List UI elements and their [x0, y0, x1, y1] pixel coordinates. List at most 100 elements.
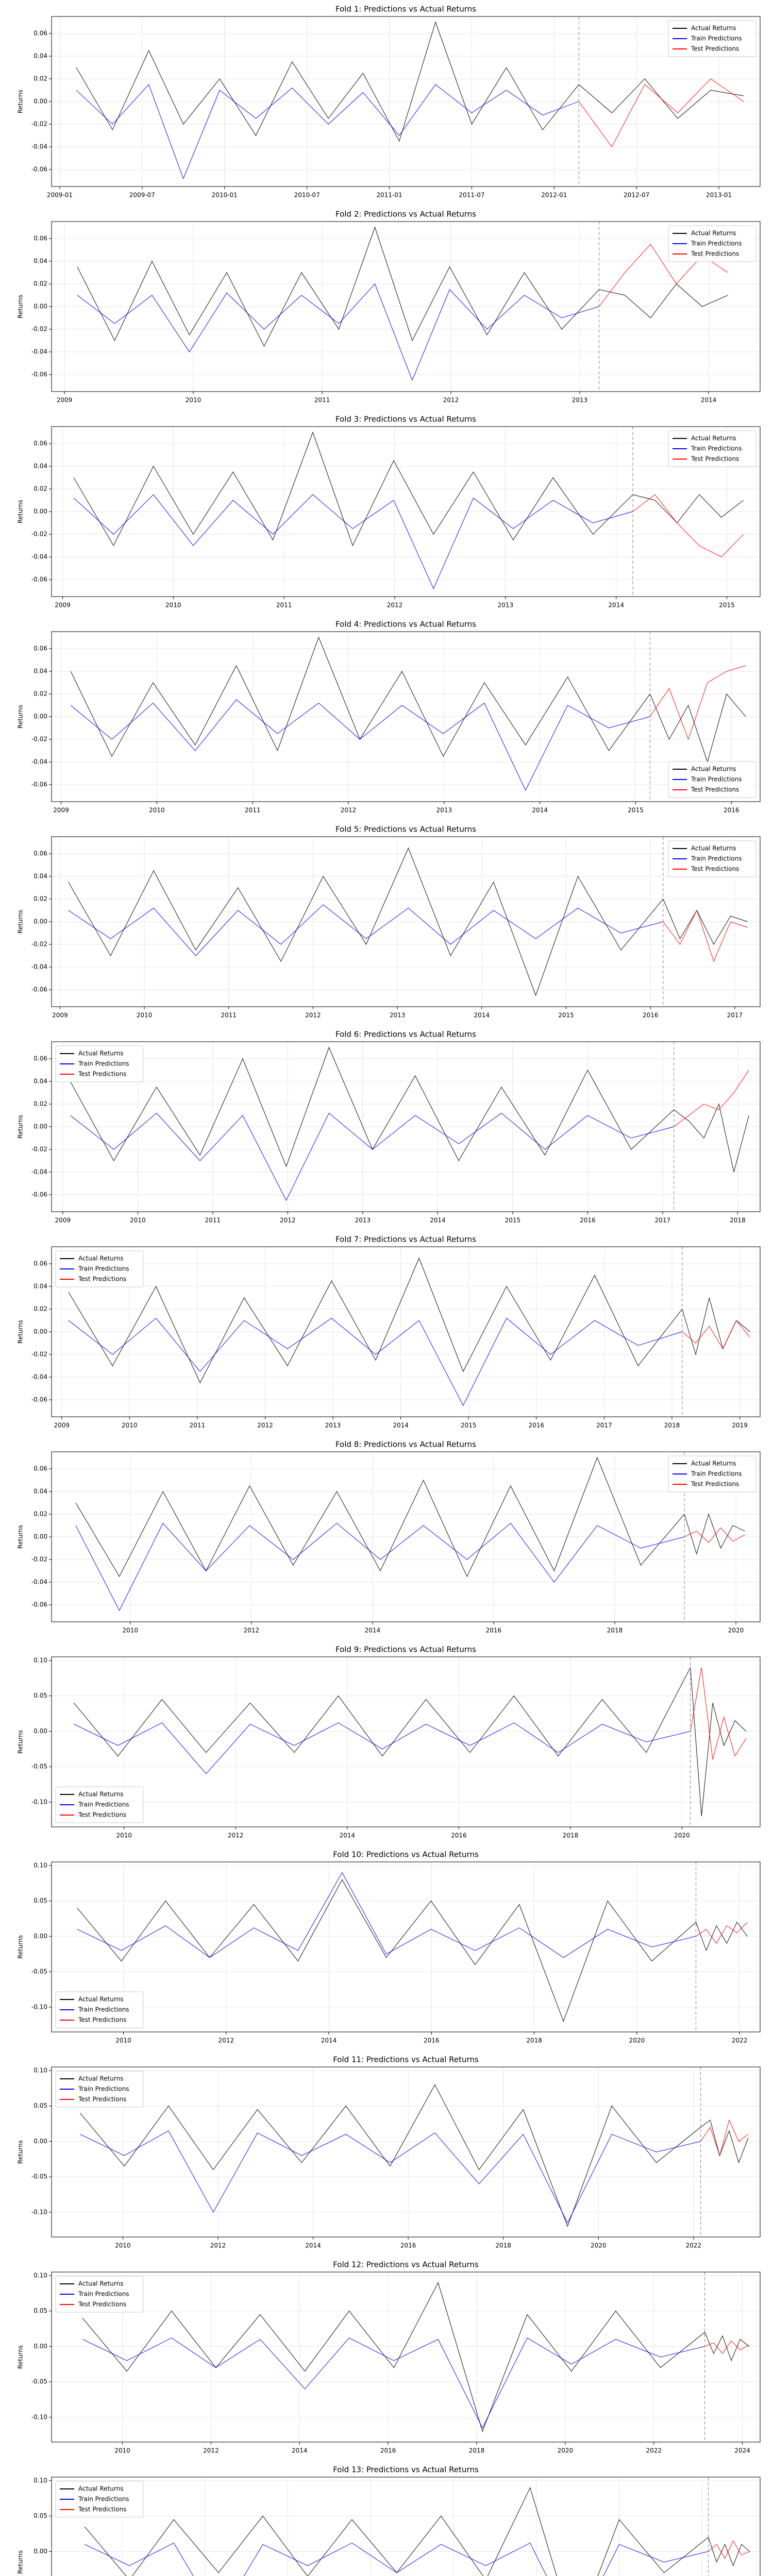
y-axis-label: Returns: [17, 1935, 24, 1959]
x-tick-label: 2009-07: [129, 192, 155, 199]
legend-label: Test Predictions: [78, 2016, 126, 2024]
axes-frame: [51, 221, 761, 392]
x-tick-label: 2018: [495, 2242, 511, 2249]
series-line: [578, 78, 744, 148]
x-tick-label: 2015: [558, 1012, 574, 1019]
x-tick-label: 2017: [655, 1217, 671, 1224]
legend-box: [55, 1786, 144, 1823]
legend-box: [668, 20, 757, 57]
y-tick-label: 0.02: [33, 1511, 47, 1518]
chart-title: Fold 7: Predictions vs Actual Returns: [335, 1235, 476, 1244]
y-tick-label: 0.00: [33, 1123, 47, 1130]
y-tick-label: 0.00: [33, 1533, 47, 1540]
series-line: [85, 2543, 709, 2576]
x-tick-label: 2012: [443, 397, 459, 404]
x-tick-label: 2014: [305, 2242, 321, 2249]
y-axis-label: Returns: [17, 1320, 24, 1344]
y-tick-label: 0.02: [33, 1100, 47, 1108]
legend-label: Actual Returns: [78, 1791, 123, 1798]
y-tick-label: 0.10: [33, 1656, 47, 1664]
y-tick-label: -0.10: [31, 2003, 47, 2010]
x-tick-label: 2010: [123, 1627, 139, 1634]
x-tick-label: 2011: [245, 807, 261, 814]
x-tick-label: 2020: [674, 1832, 690, 1839]
x-tick-label: 2017: [727, 1012, 743, 1019]
x-tick-label: 2018: [730, 1217, 746, 1224]
y-tick-label: 0.00: [33, 713, 47, 720]
series-line: [82, 2337, 705, 2429]
series-line: [73, 1666, 747, 1817]
x-tick-label: 2018: [607, 1627, 623, 1634]
y-tick-label: 0.00: [33, 2138, 47, 2145]
y-tick-label: -0.10: [31, 2413, 47, 2420]
y-tick-label: 0.02: [33, 690, 47, 698]
x-tick-label: 2009-01: [47, 192, 73, 199]
x-tick-label: 2011: [276, 602, 292, 609]
y-tick-label: -0.04: [31, 348, 47, 355]
legend-label: Actual Returns: [691, 230, 736, 237]
legend-box: [668, 430, 757, 467]
x-tick-label: 2015: [505, 1217, 521, 1224]
x-tick-label: 2012-07: [624, 192, 649, 199]
chart-title: Fold 12: Predictions vs Actual Returns: [333, 2260, 479, 2269]
x-tick-label: 2020: [728, 1627, 744, 1634]
series-line: [68, 847, 748, 996]
y-tick-label: -0.05: [31, 1763, 47, 1770]
subplot: Fold 1: Predictions vs Actual Returns Ret…: [17, 5, 761, 199]
y-tick-label: 0.10: [33, 2272, 47, 2279]
x-tick-label: 2013-01: [706, 192, 732, 199]
series-line: [700, 2119, 749, 2157]
y-tick-label: -0.02: [31, 326, 47, 333]
x-tick-label: 2014: [321, 2037, 337, 2044]
x-tick-label: 2013: [325, 1422, 341, 1429]
x-tick-label: 2010: [186, 397, 201, 404]
legend-label: Test Predictions: [691, 866, 739, 873]
legend-label: Actual Returns: [691, 435, 736, 442]
y-tick-label: 0.06: [33, 1055, 47, 1062]
axes-frame: [51, 2477, 761, 2576]
legend-label: Train Predictions: [691, 445, 742, 452]
series-line: [684, 1527, 745, 1543]
x-tick-label: 2013: [498, 602, 514, 609]
axes-frame: [51, 16, 761, 187]
series-line: [73, 431, 744, 547]
legend-label: Train Predictions: [78, 2496, 129, 2503]
x-tick-label: 2012: [210, 2242, 226, 2249]
y-tick-label: -0.04: [31, 143, 47, 150]
x-tick-label: 2013: [436, 807, 452, 814]
x-tick-label: 2014: [474, 1012, 490, 1019]
x-tick-label: 2013: [572, 397, 588, 404]
series-line: [74, 1722, 691, 1774]
x-tick-label: 2015: [628, 807, 644, 814]
y-axis-label: Returns: [17, 90, 24, 113]
series-line: [70, 1112, 674, 1201]
x-tick-label: 2016: [724, 807, 740, 814]
axes-frame: [51, 1041, 761, 1212]
y-tick-label: 0.00: [33, 1727, 47, 1735]
legend-label: Test Predictions: [78, 2506, 126, 2513]
x-tick-label: 2016: [424, 2037, 440, 2044]
series-line: [79, 2084, 749, 2228]
y-tick-label: -0.10: [31, 2208, 47, 2215]
y-tick-label: -0.06: [31, 1601, 47, 1608]
series-line: [663, 909, 748, 962]
x-tick-label: 2010: [137, 1012, 153, 1019]
series-line: [632, 494, 744, 557]
legend-label: Actual Returns: [78, 1255, 123, 1262]
x-tick-label: 2013: [390, 1012, 406, 1019]
y-axis-label: Returns: [17, 1525, 24, 1549]
y-tick-label: -0.06: [31, 781, 47, 788]
legend-label: Test Predictions: [78, 2301, 126, 2308]
y-tick-label: 0.00: [33, 1328, 47, 1335]
y-axis-label: Returns: [17, 500, 24, 523]
series-line: [696, 1922, 748, 1944]
x-tick-label: 2009: [52, 1012, 68, 1019]
y-tick-label: -0.10: [31, 1798, 47, 1805]
y-axis-label: Returns: [17, 2550, 24, 2574]
y-tick-label: 0.00: [33, 1933, 47, 1940]
y-tick-label: 0.05: [33, 2102, 47, 2109]
legend-box: [668, 840, 757, 877]
x-tick-label: 2014: [608, 602, 624, 609]
legend-label: Actual Returns: [691, 845, 736, 852]
series-line: [76, 83, 579, 180]
